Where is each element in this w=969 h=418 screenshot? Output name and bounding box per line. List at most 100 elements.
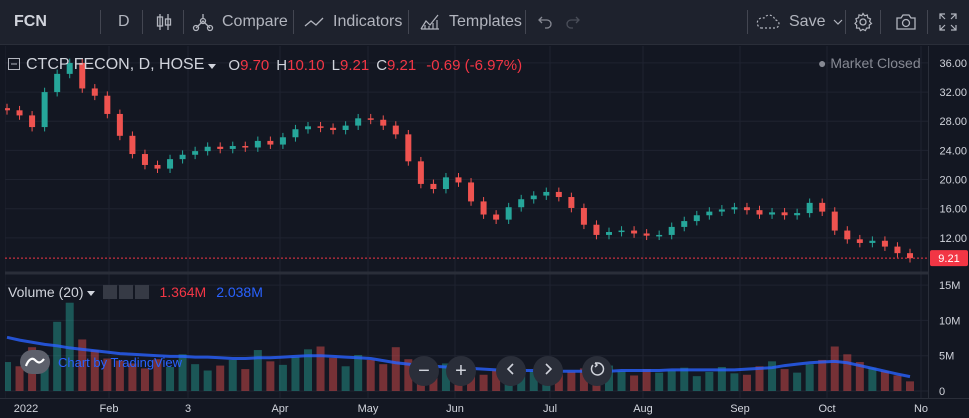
- candle-body: [505, 207, 512, 220]
- toolbar-divider: [525, 10, 526, 34]
- candle-body: [518, 199, 525, 208]
- templates-icon: [419, 12, 441, 32]
- last-price-label: 9.21: [938, 253, 959, 265]
- volume-title[interactable]: Volume (20): [8, 284, 84, 300]
- candle-body: [317, 126, 324, 128]
- status-dot-icon: ●: [818, 55, 827, 71]
- high-label: H: [276, 56, 288, 74]
- volume-bar: [140, 368, 149, 391]
- candle-body: [618, 230, 625, 233]
- chart-style-button[interactable]: [155, 0, 173, 44]
- compare-button[interactable]: Compare: [192, 0, 288, 44]
- series-title[interactable]: CTCP FECON, D, HOSE: [26, 56, 205, 73]
- symbol-search-button[interactable]: FCN: [14, 0, 47, 44]
- gear-icon: [853, 12, 873, 32]
- candle-body: [543, 191, 550, 196]
- templates-button[interactable]: Templates: [419, 0, 522, 44]
- candle-body: [292, 129, 299, 138]
- candle-body: [743, 207, 750, 211]
- volume-bar: [266, 361, 275, 391]
- toolbar-divider: [293, 10, 294, 34]
- volume-bar: [868, 367, 877, 391]
- candle-body: [756, 210, 763, 215]
- scroll-right-button[interactable]: [533, 356, 563, 386]
- tradingview-watermark[interactable]: Chart by TradingView: [20, 350, 182, 374]
- volume-ma-value: 2.038M: [216, 284, 263, 300]
- redo-button[interactable]: [565, 0, 581, 44]
- save-button[interactable]: Save: [755, 0, 843, 44]
- toolbar-divider: [408, 10, 409, 34]
- close-label: C: [376, 56, 388, 74]
- zoom-in-button[interactable]: +: [446, 356, 476, 386]
- undo-button[interactable]: [537, 0, 553, 44]
- candle-body: [819, 202, 826, 212]
- volume-bar: [554, 374, 563, 391]
- candle-body: [430, 183, 437, 190]
- volume-bar: [818, 359, 827, 391]
- volume-bar: [329, 357, 338, 391]
- volume-bar: [78, 339, 87, 391]
- volume-bar: [53, 321, 62, 391]
- candle-body: [530, 195, 537, 200]
- volume-bar: [366, 359, 375, 391]
- volume-bar: [830, 346, 839, 391]
- time-axis[interactable]: 2022 Feb 3 Apr May Jun Jul Aug Sep Oct No: [0, 398, 969, 418]
- candle-body: [342, 125, 349, 130]
- time-tick-label: May: [358, 403, 379, 415]
- compare-label: Compare: [222, 13, 288, 30]
- volume-bar: [705, 371, 714, 391]
- eye-icon[interactable]: [103, 285, 118, 299]
- collapse-legend-icon[interactable]: [8, 57, 20, 74]
- settings-button[interactable]: [853, 0, 873, 44]
- candle-body: [29, 115, 36, 128]
- snapshot-button[interactable]: [895, 0, 917, 44]
- volume-legend: Volume (20) 1.364M 2.038M: [8, 281, 263, 303]
- reset-chart-button[interactable]: [582, 356, 612, 386]
- time-tick-label: Jun: [446, 403, 464, 415]
- zoom-out-button[interactable]: −: [409, 356, 439, 386]
- volume-bar: [780, 369, 789, 391]
- redo-icon: [565, 14, 581, 30]
- volume-bar: [128, 363, 137, 391]
- chevron-down-icon[interactable]: [208, 57, 217, 74]
- indicators-button[interactable]: Indicators: [303, 0, 402, 44]
- candle-body: [881, 240, 888, 247]
- gear-icon[interactable]: [119, 285, 134, 299]
- candle-body: [718, 209, 725, 212]
- volume-bar: [341, 366, 350, 391]
- market-status: ● Market Closed: [818, 55, 921, 71]
- chevron-down-icon[interactable]: [87, 284, 96, 300]
- volume-bar: [855, 362, 864, 391]
- volume-bar: [304, 349, 312, 391]
- time-tick-label: No: [914, 403, 928, 415]
- candle-body: [631, 230, 638, 234]
- price-axis[interactable]: 36.00 32.00 28.00 24.00 20.00 16.00 12.00 9.21 1…: [928, 46, 969, 398]
- volume-bar: [391, 347, 400, 391]
- candle-body: [192, 151, 199, 155]
- price-tick-label: 36.00: [939, 58, 967, 70]
- candle-body: [79, 62, 86, 89]
- main-series-legend: CTCP FECON, D, HOSE O 9.70 H 10.10 L 9.21 C…: [8, 53, 522, 77]
- volume-tick-label: 10M: [939, 315, 960, 327]
- volume-bar: [529, 371, 538, 391]
- scroll-left-button[interactable]: [496, 356, 526, 386]
- candle-body: [380, 119, 387, 126]
- candle-body: [706, 211, 713, 216]
- candle-body: [593, 224, 600, 235]
- tradingview-logo-icon: [20, 350, 50, 374]
- candle-body: [844, 230, 851, 240]
- fullscreen-button[interactable]: [938, 0, 958, 44]
- volume-bar: [692, 376, 701, 391]
- minus-icon: −: [418, 360, 430, 382]
- close-icon[interactable]: [135, 285, 150, 299]
- volume-bar: [404, 359, 413, 391]
- volume-bar: [316, 346, 325, 391]
- candle-body: [405, 134, 412, 162]
- price-chart[interactable]: [5, 46, 928, 398]
- volume-bar: [906, 381, 914, 391]
- symbol-label: FCN: [14, 13, 47, 30]
- interval-button[interactable]: D: [118, 0, 130, 44]
- volume-bar: [441, 363, 450, 391]
- reset-icon: [589, 361, 605, 382]
- price-tick-label: 24.00: [939, 145, 967, 157]
